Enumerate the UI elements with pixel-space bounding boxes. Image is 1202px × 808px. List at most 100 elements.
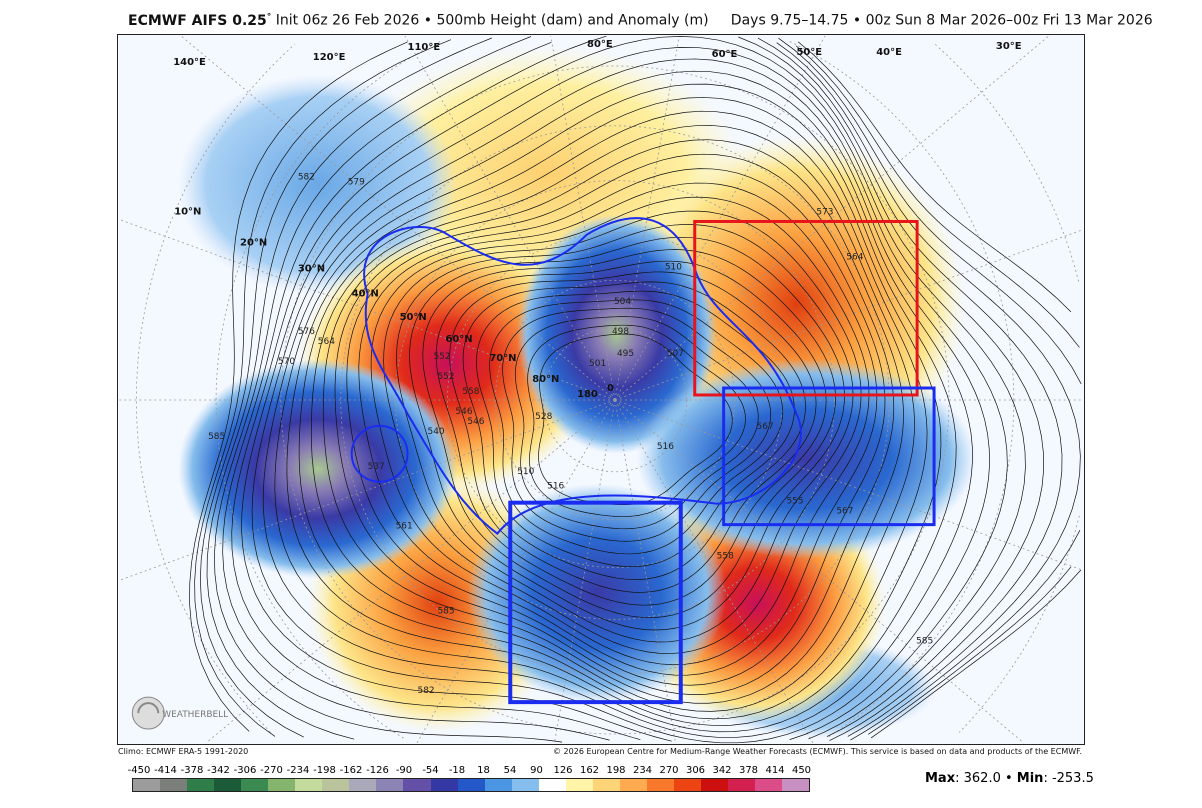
colorbar-tick-label: -90	[395, 765, 413, 776]
latitude-label: 70°N	[489, 353, 516, 364]
model-name: ECMWF AIFS 0.25	[128, 12, 267, 29]
contour-label: 558	[462, 387, 479, 397]
latitude-label: 10°N	[174, 206, 201, 217]
meridian-line	[119, 219, 616, 401]
colorbar-segment	[457, 779, 485, 791]
min-label: Min	[1016, 771, 1044, 786]
meridian-line	[205, 399, 616, 744]
height-contour	[346, 168, 886, 686]
height-contour	[241, 47, 1008, 742]
anomaly-negative-west	[178, 359, 458, 579]
colorbar-tick-label: 90	[530, 765, 543, 776]
contour-label: 537	[368, 462, 385, 472]
colorbar-segment	[295, 779, 323, 791]
contour-label: 510	[517, 467, 534, 477]
latitude-label: 40°N	[352, 288, 379, 299]
contour-label: 561	[396, 522, 413, 532]
latitude-circle	[447, 232, 783, 568]
longitude-label: 140°E	[173, 57, 206, 68]
colorbar-segment	[214, 779, 242, 791]
logo-circle	[131, 696, 165, 730]
height-contour	[409, 236, 845, 631]
meridian-line	[614, 399, 1025, 744]
meridian-line	[614, 399, 814, 744]
contour-label: 564	[318, 337, 335, 347]
height-contour	[462, 281, 806, 580]
contour-label: 567	[757, 422, 774, 432]
colorbar-tick-label: -18	[448, 765, 466, 776]
colorbar-tick-label: 414	[765, 765, 785, 776]
colorbar-tick-label: 270	[659, 765, 679, 776]
anomaly-field	[178, 44, 976, 739]
meridian-line	[119, 399, 616, 581]
colorbar-segment	[484, 779, 512, 791]
height-contour	[298, 110, 928, 720]
colorbar-tick-label: 450	[791, 765, 812, 776]
longitude-label: 110°E	[408, 42, 441, 53]
height-contour	[334, 153, 895, 695]
colorbar-tick-label: -162	[339, 765, 363, 776]
contour-label: 576	[298, 327, 315, 337]
colorbar-tick-label: 126	[553, 765, 573, 776]
contour-label: 528	[535, 412, 552, 422]
title-details: Init 06z 26 Feb 2026 • 500mb Height (dam…	[271, 12, 1153, 29]
height-contour	[538, 333, 733, 506]
longitude-label: 60°E	[712, 49, 738, 60]
colorbar	[132, 778, 810, 792]
meridian-line	[550, 35, 616, 401]
max-value: 362.0	[963, 771, 1001, 786]
contour-label: 567	[836, 507, 853, 517]
region-box-atlantic	[722, 386, 936, 527]
weatherbell-logo: WEATHERBELL	[131, 696, 228, 730]
colorbar-segment	[538, 779, 566, 791]
contour-labels: 582 579 576 570 564 585 537 540 546 552 558 567 573 5…	[208, 173, 933, 697]
latitude-label: 50°N	[400, 312, 427, 323]
colorbar-segment	[241, 779, 269, 791]
contour-537-blue	[350, 424, 409, 483]
height-contour	[435, 260, 827, 606]
colorbar-tick-label: 54	[503, 765, 517, 776]
height-contour	[489, 299, 784, 555]
colorbar-tick-label: 306	[685, 765, 706, 776]
height-contour	[194, 39, 1080, 737]
colorbar-segment	[133, 779, 161, 791]
anomaly-negative-north-america	[467, 483, 727, 704]
contour-label: 495	[617, 349, 634, 359]
map-title: ECMWF AIFS 0.25° Init 06z 26 Feb 2026 • …	[128, 12, 1153, 29]
colorbar-tick-label: 234	[632, 765, 653, 776]
longitude-label: 180	[577, 389, 598, 400]
height-contour	[222, 35, 1045, 741]
contour-label: 579	[348, 178, 365, 188]
height-contour	[206, 36, 1081, 740]
height-contour	[199, 37, 1082, 741]
height-contour	[383, 210, 862, 654]
colorbar-segment	[511, 779, 539, 791]
colorbar-segment	[322, 779, 350, 791]
meridian-line	[614, 399, 676, 744]
climo-credit: Climo: ECMWF ERA-5 1991-2020	[118, 747, 249, 756]
colorbar-tick-label: -54	[422, 765, 439, 776]
degree-sign: °	[266, 12, 272, 22]
longitude-label: 120°E	[313, 52, 346, 63]
contour-label: 585	[916, 636, 933, 646]
longitude-label: 40°E	[876, 47, 902, 58]
colorbar-tick-label: 342	[712, 765, 732, 776]
height-contour	[358, 182, 878, 676]
contour-label: 582	[298, 173, 315, 183]
anomaly-negative-northwest	[178, 74, 458, 295]
latitude-label: 30°N	[298, 263, 325, 274]
meridian-line	[416, 399, 616, 744]
colorbar-tick-label: 198	[606, 765, 626, 776]
height-contour	[527, 324, 746, 517]
colorbar-segment	[430, 779, 458, 791]
contour-label: 498	[612, 327, 629, 337]
longitude-label: 30°E	[996, 41, 1022, 52]
latitude-circles	[119, 35, 1083, 744]
contour-label: 552	[433, 352, 450, 362]
colorbar-segment	[592, 779, 620, 791]
copyright-credit: © 2026 European Centre for Medium-Range …	[553, 747, 1082, 756]
colorbar-tick-label: 18	[477, 765, 490, 776]
colorbar-tick-label: -450	[127, 765, 151, 776]
height-contour	[502, 307, 772, 542]
